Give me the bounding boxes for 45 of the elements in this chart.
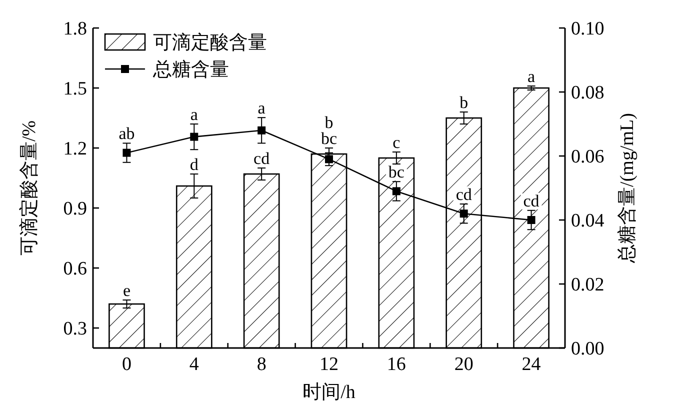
y-tick-label: 1.2 <box>63 138 87 160</box>
y-tick-label: 0.9 <box>63 198 87 220</box>
x-tick-label: 0 <box>122 354 132 375</box>
data-label: d <box>190 155 199 174</box>
point <box>122 148 131 157</box>
data-label: a <box>258 98 266 118</box>
data-label: ab <box>118 124 135 144</box>
x-tick-label: 12 <box>320 354 338 375</box>
x-tick-label: 4 <box>189 354 200 375</box>
y-tick-label: 1.8 <box>63 18 87 40</box>
y-tick-label: 1.5 <box>63 78 87 100</box>
x-tick-label: 20 <box>454 354 474 375</box>
point <box>190 132 198 141</box>
data-label: bc <box>388 162 405 182</box>
data-label: b <box>460 93 468 112</box>
data-label: a <box>528 67 536 86</box>
x-tick-label: 24 <box>522 354 542 375</box>
y2-tick-label: 0.04 <box>571 210 605 232</box>
point <box>392 187 400 196</box>
y-tick-label: 0.6 <box>63 258 87 280</box>
y2-tick-label: 0.02 <box>571 274 604 296</box>
y-tick-label: 0.3 <box>63 318 87 340</box>
data-label: c <box>392 133 401 152</box>
legend-label: 可滴定酸含量 <box>153 32 267 54</box>
point <box>325 155 333 164</box>
x-tick-label: 8 <box>256 354 266 375</box>
data-label: a <box>190 105 198 124</box>
point <box>460 210 468 218</box>
y2-tick-label: 0.06 <box>571 146 604 168</box>
y2-tick-label: 0.10 <box>571 18 604 40</box>
data-label: b <box>324 113 334 132</box>
point <box>258 126 266 134</box>
data-label: e <box>122 281 130 300</box>
data-label: cd <box>456 185 472 204</box>
y2-tick-label: 0.08 <box>571 82 604 104</box>
x-tick-label: 16 <box>386 354 406 375</box>
point <box>527 216 536 224</box>
data-label: cd <box>523 191 540 210</box>
data-label: cd <box>254 149 270 168</box>
y2-tick-label: 0.00 <box>571 338 604 360</box>
data-label: bc <box>320 129 338 148</box>
x-axis-title: 时间/h <box>302 382 356 403</box>
legend-label: 总糖含量 <box>152 60 229 81</box>
y2-axis-title: 总糖含量/(mg/mL) <box>617 113 638 264</box>
y-axis-title: 可滴定酸含量/% <box>18 120 40 256</box>
